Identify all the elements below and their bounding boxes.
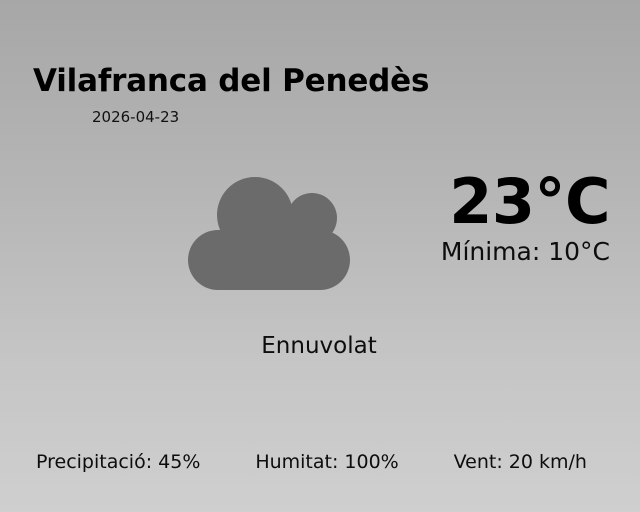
condition-text: Ennuvolat xyxy=(0,332,640,360)
stat-wind: Vent: 20 km/h xyxy=(453,451,587,473)
minimum-temperature: Mínima: 10°C xyxy=(440,237,610,266)
stat-precipitation: Precipitació: 45% xyxy=(36,451,201,473)
stat-humidity: Humitat: 100% xyxy=(255,451,399,473)
observation-date: 2026-04-23 xyxy=(92,108,180,126)
condition-label: Ennuvolat xyxy=(261,333,377,359)
current-temperature: 23°C xyxy=(449,165,610,238)
stats-row: Precipitació: 45% Humitat: 100% Vent: 20… xyxy=(30,448,610,476)
cloud-icon xyxy=(185,170,353,298)
temperature-block: 23°C Mínima: 10°C xyxy=(440,165,611,267)
page-title: Vilafranca del Penedès xyxy=(33,63,430,99)
